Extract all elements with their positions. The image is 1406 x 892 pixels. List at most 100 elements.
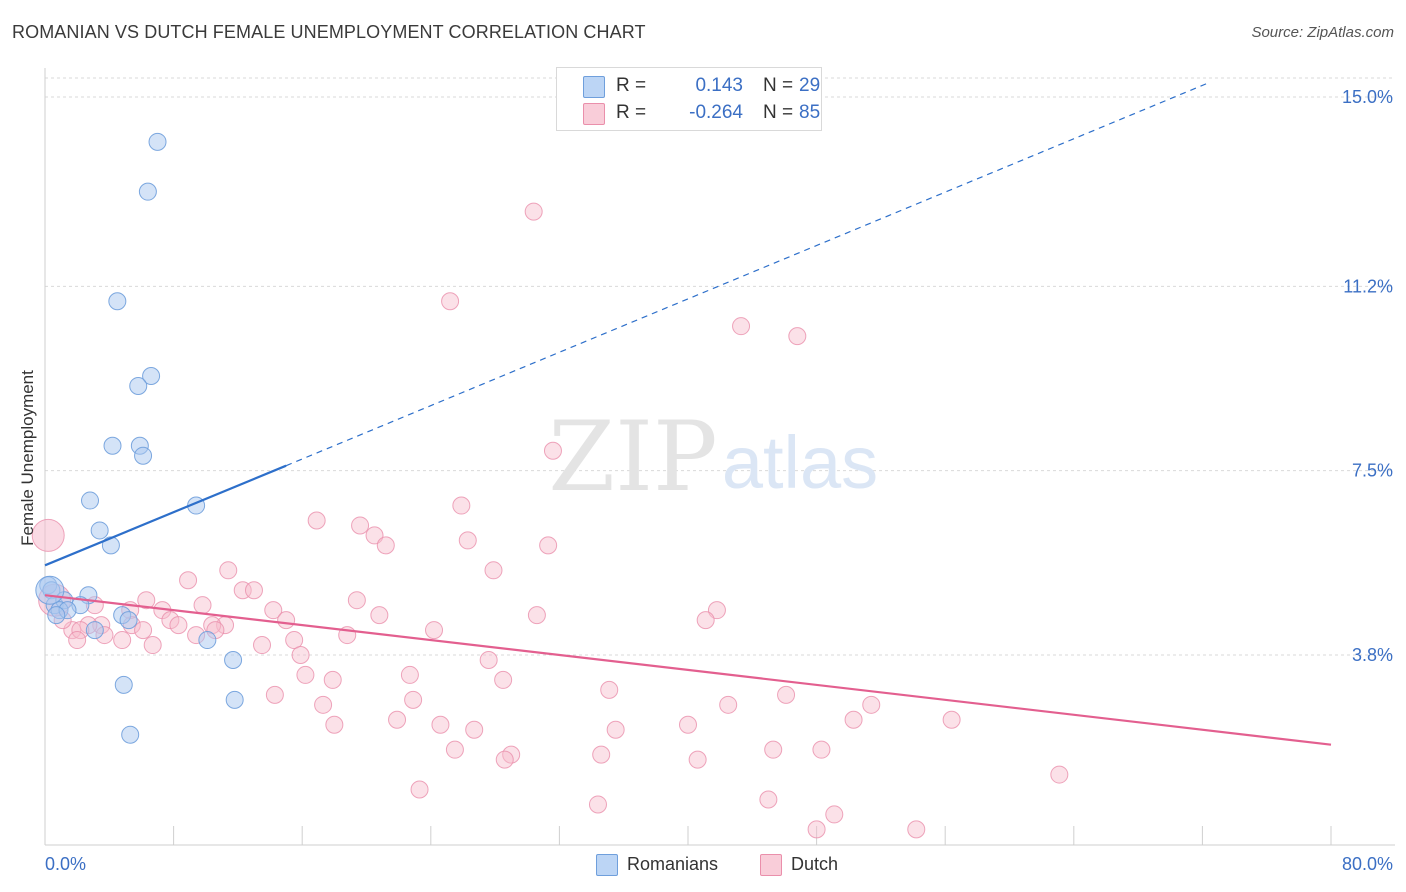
y-tick-label: 3.8% — [1352, 645, 1393, 665]
dutch-point — [291, 646, 310, 664]
n-label: N = — [763, 75, 794, 96]
dutch-swatch — [760, 854, 782, 876]
dutch-trend-line — [44, 594, 1332, 746]
dutch-point — [688, 750, 707, 769]
dutch-point — [425, 621, 444, 640]
dutch-point — [143, 636, 162, 655]
dutch-point — [807, 820, 826, 839]
dutch-point — [365, 526, 384, 545]
watermark-zip: ZIP — [548, 401, 717, 513]
romanian-point — [47, 606, 66, 625]
romanian-point — [142, 367, 161, 385]
romanian-point — [101, 536, 120, 555]
romanian-point — [108, 292, 127, 311]
r-label: R = — [616, 102, 647, 123]
romanian-point — [114, 675, 133, 694]
romanians-legend-label: Romanians — [627, 854, 719, 874]
dutch-point — [524, 202, 543, 221]
dutch-point — [68, 631, 87, 650]
axis-layer — [44, 68, 1395, 846]
x-tick-label-min: 0.0% — [45, 854, 86, 874]
dutch-point — [452, 496, 471, 515]
romanian-point — [103, 436, 122, 455]
dutch-point — [431, 715, 450, 734]
romanian-point — [81, 491, 100, 510]
dutch-point — [696, 611, 715, 630]
dutch-point — [484, 561, 503, 580]
axis-labels: 15.0% 11.2% 7.5% 3.8% 0.0% 80.0% — [45, 87, 1393, 874]
dutch-point — [351, 516, 370, 535]
dutch-legend-label: Dutch — [791, 854, 839, 874]
dutch-point — [592, 745, 611, 764]
romanians-swatch — [583, 76, 605, 98]
dutch-point — [277, 611, 296, 630]
dutch-point — [179, 571, 198, 590]
y-tick-label: 15.0% — [1342, 87, 1393, 107]
romanian-point — [148, 132, 167, 151]
dutch-point — [588, 795, 607, 814]
romanians-swatch — [596, 854, 618, 876]
dutch-point — [732, 317, 751, 336]
dutch-point — [679, 715, 697, 734]
romanian-point-large — [35, 575, 65, 605]
romanians-n-value: 29 — [799, 75, 821, 96]
dutch-swatch — [583, 103, 605, 125]
dutch-point — [465, 720, 484, 739]
x-tick-label-max: 80.0% — [1342, 854, 1393, 874]
dutch-point — [325, 715, 344, 734]
dutch-point — [707, 601, 726, 620]
romanian-point — [134, 446, 153, 465]
romanian-point — [224, 650, 243, 669]
dutch-point — [296, 665, 315, 684]
dutch-point — [137, 591, 156, 610]
dutch-point — [719, 695, 738, 714]
dutch-point — [323, 670, 342, 689]
r-label: R = — [616, 75, 647, 96]
n-label: N = — [763, 102, 794, 123]
dutch-point — [495, 750, 514, 769]
romanian-points — [35, 132, 244, 744]
dutch-point — [400, 665, 419, 684]
romanian-point — [225, 690, 244, 709]
romanian-point — [121, 725, 140, 744]
dutch-point — [376, 536, 395, 555]
dutch-point-large — [31, 518, 65, 552]
dutch-r-value: -0.264 — [689, 102, 743, 123]
dutch-point — [410, 780, 429, 799]
dutch-point — [862, 695, 881, 714]
chart-title: ROMANIAN VS DUTCH FEMALE UNEMPLOYMENT CO… — [12, 22, 646, 42]
dutch-point — [844, 710, 863, 729]
dutch-point — [264, 601, 283, 620]
dutch-point — [307, 511, 326, 530]
dutch-point — [253, 636, 272, 655]
dutch-point — [543, 441, 562, 460]
romanian-point — [129, 376, 148, 395]
dutch-points — [31, 202, 1069, 839]
series-legend: Romanians Dutch — [0, 851, 1406, 877]
dutch-point — [812, 740, 831, 759]
source-label: Source: ZipAtlas.com — [1251, 24, 1394, 41]
dutch-point — [788, 327, 807, 346]
dutch-point — [265, 685, 284, 704]
y-tick-label: 7.5% — [1352, 461, 1393, 481]
dutch-point — [169, 616, 188, 635]
dutch-point — [441, 292, 460, 311]
dutch-point — [494, 670, 513, 689]
dutch-point — [219, 561, 238, 580]
watermark-atlas: atlas — [722, 421, 878, 504]
dutch-point — [404, 690, 423, 709]
dutch-point — [445, 740, 464, 759]
y-axis-label: Female Unemployment — [18, 370, 37, 546]
dutch-point — [527, 606, 546, 625]
dutch-point — [606, 720, 625, 739]
romanian-point — [90, 521, 109, 540]
dutch-point — [764, 740, 783, 759]
dutch-point — [600, 680, 619, 699]
dutch-point — [479, 650, 498, 669]
romanian-point — [138, 182, 157, 201]
dutch-point — [539, 536, 558, 555]
dutch-point — [244, 581, 263, 600]
grid-layer — [45, 77, 1395, 656]
watermark: ZIP atlas — [548, 401, 878, 513]
